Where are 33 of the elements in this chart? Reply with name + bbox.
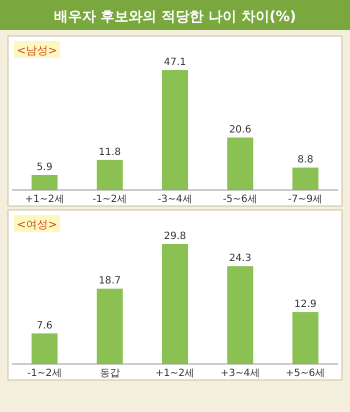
x-tick-label: -5~6세 [222,194,258,205]
data-label: 8.8 [297,154,314,166]
data-label: 47.1 [164,57,186,68]
data-label: 12.9 [294,299,317,310]
bar [227,266,254,364]
data-label: 7.6 [36,320,53,332]
chart-title: 배우자 후보와의 적당한 나이 차이(%) [54,9,296,25]
bar [227,138,254,190]
data-label: 20.6 [229,124,252,136]
x-tick-label: +3~4세 [220,368,260,379]
bar [162,70,188,190]
x-tick-label: -3~4세 [158,194,192,205]
x-tick-label: -7~9세 [288,194,323,205]
bar [292,168,318,190]
data-label: 24.3 [229,253,252,264]
x-tick-label: -1~2세 [27,368,62,379]
x-tick-label: +5~6세 [286,368,326,379]
data-label: 29.8 [164,231,186,242]
bar [292,312,318,364]
bar [162,244,188,364]
bar [96,288,123,364]
bar [32,174,58,190]
x-tick-label: 동갑 [100,368,120,379]
data-label: 5.9 [36,162,53,173]
data-label: 18.7 [98,276,121,287]
x-tick-label: -1~2세 [92,194,128,205]
x-tick-label: +1~2세 [24,194,64,205]
chart-title: <여성> [16,218,58,231]
bar [32,333,58,364]
data-label: 11.8 [98,146,121,158]
bar [96,160,123,190]
chart-subtitle: <남성> [16,44,58,57]
x-tick-label: +1~2세 [155,368,195,379]
